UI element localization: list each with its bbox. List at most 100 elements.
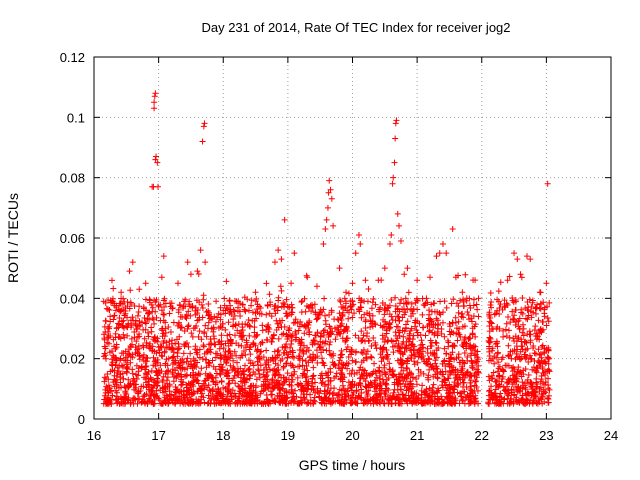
data-point [419, 311, 426, 318]
data-point [235, 393, 242, 400]
data-point [473, 301, 480, 308]
data-point [133, 381, 140, 388]
data-point [304, 320, 311, 327]
data-point [314, 359, 321, 366]
data-point [193, 323, 200, 330]
data-point [111, 312, 118, 319]
data-point [462, 394, 469, 401]
data-point [145, 368, 152, 375]
data-point [382, 388, 389, 395]
y-tick-label: 0.08 [60, 171, 85, 186]
data-point [161, 337, 168, 344]
data-point [422, 388, 429, 395]
data-point [463, 297, 470, 304]
data-point [536, 351, 543, 358]
data-point [379, 369, 386, 376]
data-point [355, 335, 362, 342]
data-point [461, 374, 468, 381]
data-point [155, 395, 162, 402]
data-point [368, 343, 375, 350]
data-point [341, 390, 348, 397]
data-point [511, 250, 518, 257]
data-point [286, 389, 293, 396]
data-point [183, 339, 190, 346]
data-point [349, 297, 356, 304]
data-point [292, 316, 299, 323]
data-point [360, 346, 367, 353]
data-point [110, 336, 117, 343]
data-point [417, 342, 424, 349]
data-point [203, 349, 210, 356]
data-point [153, 153, 160, 160]
data-point [224, 332, 231, 339]
data-point [253, 306, 260, 313]
data-point [155, 367, 162, 374]
data-point [486, 377, 493, 384]
x-tick-label: 21 [410, 428, 424, 443]
data-point [523, 253, 530, 260]
data-point [200, 292, 207, 299]
data-point [294, 381, 301, 388]
data-point [257, 390, 264, 397]
data-point [103, 383, 110, 390]
data-point [268, 391, 275, 398]
data-point [519, 385, 526, 392]
data-point [175, 319, 182, 326]
data-point [310, 337, 317, 344]
data-point [536, 359, 543, 366]
data-point [544, 303, 551, 310]
data-point [317, 333, 324, 340]
data-point [144, 400, 151, 407]
data-point [324, 329, 331, 336]
data-point [395, 313, 402, 320]
data-point [542, 371, 549, 378]
data-point [290, 364, 297, 371]
data-point [314, 353, 321, 360]
data-point [130, 375, 137, 382]
data-point [424, 299, 431, 306]
data-point [383, 330, 390, 337]
data-point [187, 363, 194, 370]
data-point [504, 277, 511, 284]
data-point [364, 393, 371, 400]
data-point [522, 346, 529, 353]
data-point [518, 306, 525, 313]
data-point [432, 357, 439, 364]
data-point [505, 392, 512, 399]
data-point [242, 379, 249, 386]
data-point [467, 390, 474, 397]
data-point [499, 354, 506, 361]
data-point [194, 359, 201, 366]
data-point [151, 320, 158, 327]
data-point [352, 349, 359, 356]
data-point [392, 294, 399, 301]
data-point [474, 306, 481, 313]
data-point [413, 381, 420, 388]
data-point [400, 391, 407, 398]
data-point [145, 375, 152, 382]
data-point [288, 280, 295, 287]
data-point [281, 216, 288, 223]
data-point [399, 391, 406, 398]
data-point [248, 302, 255, 309]
data-point [362, 277, 369, 284]
data-point [240, 371, 247, 378]
data-point [512, 356, 519, 363]
data-point [196, 328, 203, 335]
data-point [367, 318, 374, 325]
data-point [309, 383, 316, 390]
data-point [101, 323, 108, 330]
data-point [135, 309, 142, 316]
data-point [413, 297, 420, 304]
data-point [180, 303, 187, 310]
data-point [524, 397, 531, 404]
data-point [533, 379, 540, 386]
data-point [460, 372, 467, 379]
data-point [231, 312, 238, 319]
data-point [494, 324, 501, 331]
data-point [139, 396, 146, 403]
data-point [351, 310, 358, 317]
data-point [391, 159, 398, 166]
data-point [534, 333, 541, 340]
data-point [203, 333, 210, 340]
